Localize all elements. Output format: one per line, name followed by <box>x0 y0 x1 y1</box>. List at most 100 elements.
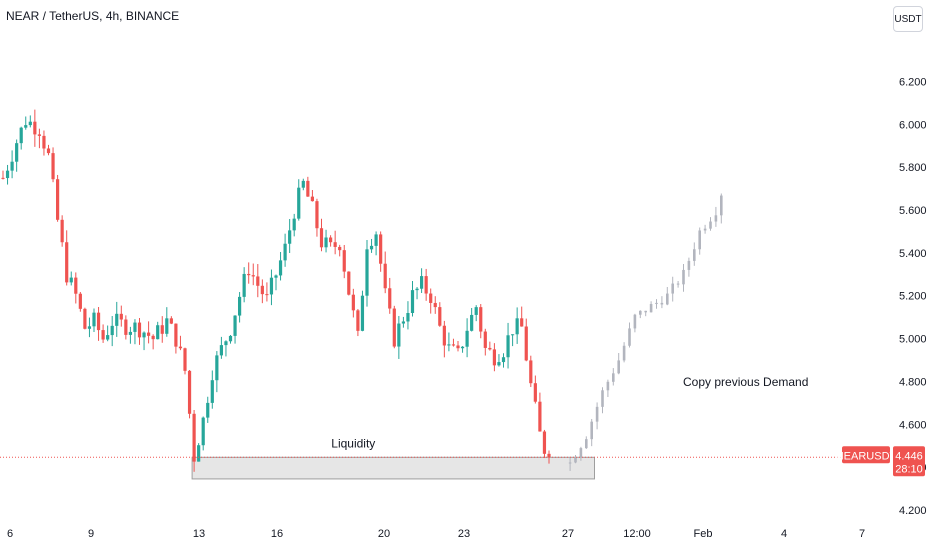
candle-body <box>51 153 55 180</box>
candle-body <box>137 322 142 338</box>
candle-body <box>492 349 496 366</box>
candle-body <box>256 276 260 286</box>
x-tick-label: Feb <box>694 528 713 540</box>
candle-body <box>187 370 192 414</box>
candle-body <box>520 318 524 327</box>
candle-body <box>410 290 415 313</box>
candle-body <box>183 348 187 371</box>
liquidity-zone <box>191 456 595 480</box>
projection-candle <box>579 448 583 458</box>
candle-body <box>219 345 223 356</box>
candle-body <box>415 288 419 291</box>
candle-body <box>33 121 37 135</box>
projection-candle <box>639 310 642 315</box>
candle-body <box>5 170 10 179</box>
candle-body <box>65 242 69 283</box>
projection-candle <box>671 283 674 294</box>
candle-body <box>292 218 296 231</box>
projection-candle <box>633 314 637 329</box>
candle-body <box>74 277 78 294</box>
candle-body <box>533 383 537 402</box>
projection-candle <box>698 230 701 250</box>
symbol-tag-text: NEARUSDT <box>836 450 897 462</box>
candle-body <box>310 196 314 202</box>
candle-body <box>1 177 5 179</box>
candle-body <box>260 285 264 295</box>
candle-body <box>151 335 155 340</box>
candle-body <box>447 344 451 346</box>
candle-body <box>383 263 387 289</box>
projection-candle <box>703 228 707 231</box>
projection-candle <box>628 328 631 346</box>
candle-body <box>115 313 119 326</box>
candle-body <box>247 273 251 276</box>
projection-candle <box>660 302 664 305</box>
price-tag-countdown: 28:10 <box>895 463 923 475</box>
candle-body <box>401 321 405 324</box>
candle-body <box>160 325 164 334</box>
projection-candle <box>709 221 712 229</box>
candle-body <box>251 275 255 277</box>
candle-body <box>338 246 342 251</box>
projection-candle <box>649 304 653 313</box>
projection-candle <box>714 215 718 222</box>
candle-body <box>479 307 483 332</box>
candle-body <box>438 307 442 326</box>
candle-body <box>288 230 292 244</box>
currency-button[interactable]: USDT <box>893 6 923 32</box>
candle-body <box>283 243 287 261</box>
candle-body <box>392 308 396 347</box>
candle-body <box>274 275 278 278</box>
y-tick-label: 4.200 <box>899 505 927 517</box>
candle-body <box>342 250 346 272</box>
candle-body <box>429 293 433 303</box>
candle-body <box>46 148 51 154</box>
projection-candle <box>574 457 577 463</box>
x-tick-label: 27 <box>562 528 574 540</box>
candle-body <box>215 355 219 381</box>
candle-body <box>542 431 547 454</box>
candle-body <box>269 277 274 295</box>
projection-candle <box>568 462 572 464</box>
candle-body <box>15 143 19 162</box>
projection-candle <box>687 260 691 270</box>
candle-body <box>356 310 360 331</box>
candle-body <box>470 314 474 331</box>
candle-body <box>351 294 355 311</box>
projection-candle <box>644 310 647 313</box>
candle-body <box>206 402 210 418</box>
candle-body <box>488 347 492 350</box>
candle-body <box>169 318 173 324</box>
candle-body <box>133 322 137 332</box>
candle-body <box>424 276 428 294</box>
candle-body <box>465 330 469 347</box>
price-tag-value: 4.446 <box>895 450 923 462</box>
candle-body <box>442 325 446 346</box>
projection-candle <box>606 381 610 391</box>
candle-body <box>106 335 110 340</box>
candle-body <box>524 326 528 361</box>
liquidity-label: Liquidity <box>331 436 375 450</box>
candle-body <box>83 308 87 329</box>
candle-body <box>124 319 128 335</box>
candle-body <box>28 121 32 126</box>
y-tick-label: 6.000 <box>899 119 927 131</box>
candle-body <box>374 234 378 246</box>
candle-body <box>397 323 401 347</box>
candle-body <box>92 312 96 327</box>
projection-candle <box>676 283 680 285</box>
candle-body <box>78 293 82 309</box>
candle-body <box>242 273 246 297</box>
projection-candle <box>693 249 696 261</box>
x-tick-label: 16 <box>271 528 283 540</box>
price-tag <box>893 446 925 477</box>
candle-body <box>37 134 41 136</box>
candle-body <box>483 331 487 348</box>
candle-body <box>369 245 374 250</box>
x-tick-label: 7 <box>859 528 865 540</box>
chart-title: NEAR / TetherUS, 4h, BINANCE <box>6 9 180 23</box>
candle-body <box>547 453 551 458</box>
candle-body <box>19 127 23 144</box>
candle-body <box>42 135 46 149</box>
